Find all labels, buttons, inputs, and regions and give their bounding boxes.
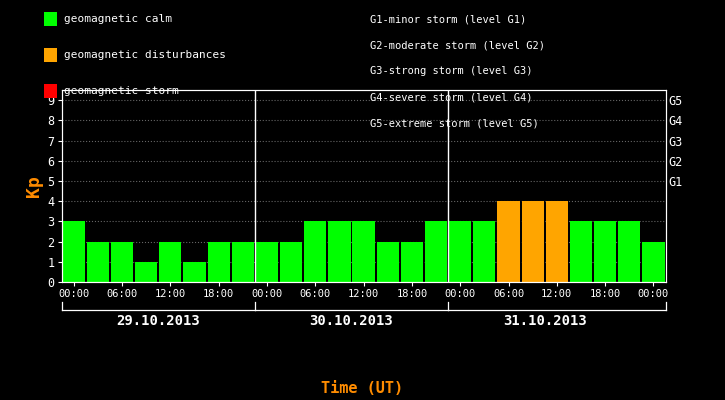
Bar: [521, 201, 544, 282]
Y-axis label: Kp: Kp: [25, 175, 44, 197]
Bar: [570, 221, 592, 282]
Bar: [497, 201, 520, 282]
Text: geomagnetic storm: geomagnetic storm: [64, 86, 178, 96]
Text: Time (UT): Time (UT): [321, 381, 404, 396]
Bar: [207, 242, 230, 282]
Bar: [401, 242, 423, 282]
Bar: [87, 242, 109, 282]
Text: G2-moderate storm (level G2): G2-moderate storm (level G2): [370, 40, 544, 50]
Bar: [352, 221, 375, 282]
Text: 30.10.2013: 30.10.2013: [310, 314, 394, 328]
Text: G5-extreme storm (level G5): G5-extreme storm (level G5): [370, 118, 539, 128]
Bar: [135, 262, 157, 282]
Text: G3-strong storm (level G3): G3-strong storm (level G3): [370, 66, 532, 76]
Bar: [425, 221, 447, 282]
Bar: [183, 262, 206, 282]
Bar: [618, 221, 640, 282]
Text: geomagnetic disturbances: geomagnetic disturbances: [64, 50, 225, 60]
Bar: [256, 242, 278, 282]
Bar: [328, 221, 351, 282]
Text: G1-minor storm (level G1): G1-minor storm (level G1): [370, 14, 526, 24]
Text: 29.10.2013: 29.10.2013: [117, 314, 200, 328]
Bar: [376, 242, 399, 282]
Bar: [304, 221, 326, 282]
Bar: [546, 201, 568, 282]
Bar: [449, 221, 471, 282]
Bar: [642, 242, 665, 282]
Text: 31.10.2013: 31.10.2013: [503, 314, 587, 328]
Bar: [111, 242, 133, 282]
Bar: [160, 242, 181, 282]
Bar: [594, 221, 616, 282]
Text: geomagnetic calm: geomagnetic calm: [64, 14, 172, 24]
Bar: [232, 242, 254, 282]
Bar: [473, 221, 495, 282]
Bar: [62, 221, 85, 282]
Text: G4-severe storm (level G4): G4-severe storm (level G4): [370, 92, 532, 102]
Bar: [280, 242, 302, 282]
